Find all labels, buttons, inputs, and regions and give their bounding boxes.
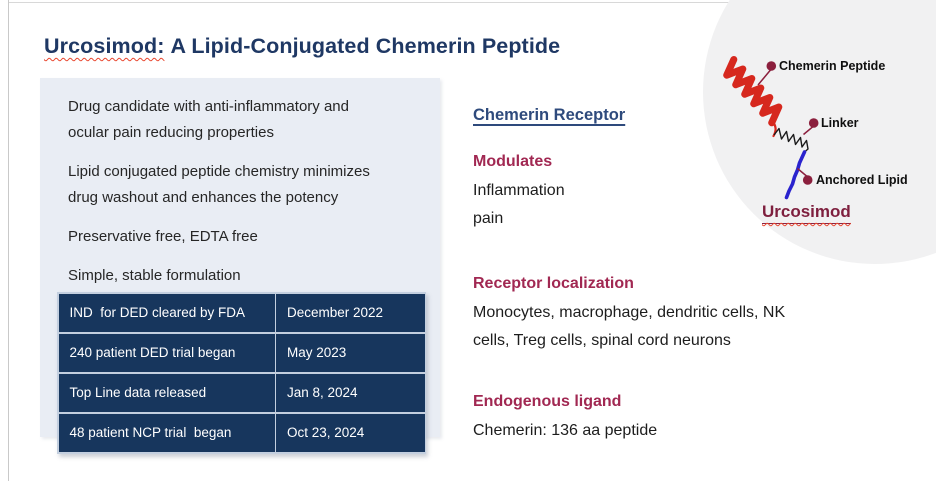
linker-zigzag-icon [773, 127, 809, 153]
table-cell-date: May 2023 [276, 333, 425, 372]
chemerin-peptide-label: Chemerin Peptide [779, 59, 886, 73]
summary-paragraph: Drug candidate with anti-inflammatory an… [68, 94, 430, 146]
page-title-rest: A Lipid-Conjugated Chemerin Peptide [170, 34, 561, 58]
section-heading: Modulates [473, 153, 553, 170]
diagram-caption-urcosimod: Urcosimod [762, 202, 851, 224]
section-line: Monocytes, macrophage, dendritic cells, … [473, 304, 786, 321]
table-cell-milestone: 240 patient DED trial began [58, 333, 275, 372]
urcosimod-structure-diagram [723, 56, 819, 200]
peptide-callout-line [757, 68, 772, 86]
peptide-marker-dot-icon [766, 61, 777, 71]
summary-paragraph: Simple, stable formulation [68, 263, 430, 289]
linker-label: Linker [821, 116, 859, 130]
summary-line: ocular pain reducing properties [68, 124, 274, 141]
endogenous-ligand-section: Endogenous ligand Chemerin: 136 aa pepti… [473, 393, 657, 445]
summary-line: Preservative free, EDTA free [68, 228, 258, 245]
table-cell-milestone: Top Line data released [58, 373, 275, 412]
summary-line: Lipid conjugated peptide chemistry minim… [68, 163, 370, 180]
summary-line: Drug candidate with anti-inflammatory an… [68, 98, 349, 115]
summary-paragraph: Lipid conjugated peptide chemistry minim… [68, 159, 430, 211]
summary-line: drug washout and enhances the potency [68, 189, 339, 206]
linker-marker-dot-icon [808, 118, 819, 128]
summary-paragraph: Preservative free, EDTA free [68, 224, 430, 250]
slide-left-border [8, 0, 9, 481]
table-cell-date: Oct 23, 2024 [276, 413, 425, 452]
anchored-lipid-label: Anchored Lipid [816, 173, 908, 187]
section-heading: Endogenous ligand [473, 393, 622, 410]
summary-line: Simple, stable formulation [68, 267, 241, 284]
section-line: pain [473, 210, 504, 227]
lipid-line-icon [784, 150, 807, 200]
section-line: cells, Treg cells, spinal cord neurons [473, 332, 731, 349]
drug-summary-text: Drug candidate with anti-inflammatory an… [40, 78, 440, 289]
chemerin-receptor-link[interactable]: Chemerin Receptor [473, 106, 626, 124]
modulates-section: Modulates Inflammation pain [473, 153, 565, 233]
receptor-localization-section: Receptor localization Monocytes, macroph… [473, 275, 785, 355]
page-title-drug-name: Urcosimod: [44, 34, 165, 58]
section-heading: Receptor localization [473, 275, 634, 292]
table-cell-date: December 2022 [276, 293, 425, 332]
page-title: Urcosimod: A Lipid-Conjugated Chemerin Pe… [44, 34, 560, 59]
table-cell-date: Jan 8, 2024 [276, 373, 425, 412]
table-cell-milestone: IND for DED cleared by FDA [58, 293, 275, 332]
table-cell-milestone: 48 patient NCP trial began [58, 413, 275, 452]
slide-top-border [9, 2, 936, 3]
milestones-table: IND for DED cleared by FDA December 2022… [57, 292, 426, 454]
section-line: Inflammation [473, 182, 565, 199]
helix-ribbon-icon [723, 56, 783, 127]
lipid-marker-dot-icon [802, 175, 813, 185]
section-line: Chemerin: 136 aa peptide [473, 422, 658, 439]
